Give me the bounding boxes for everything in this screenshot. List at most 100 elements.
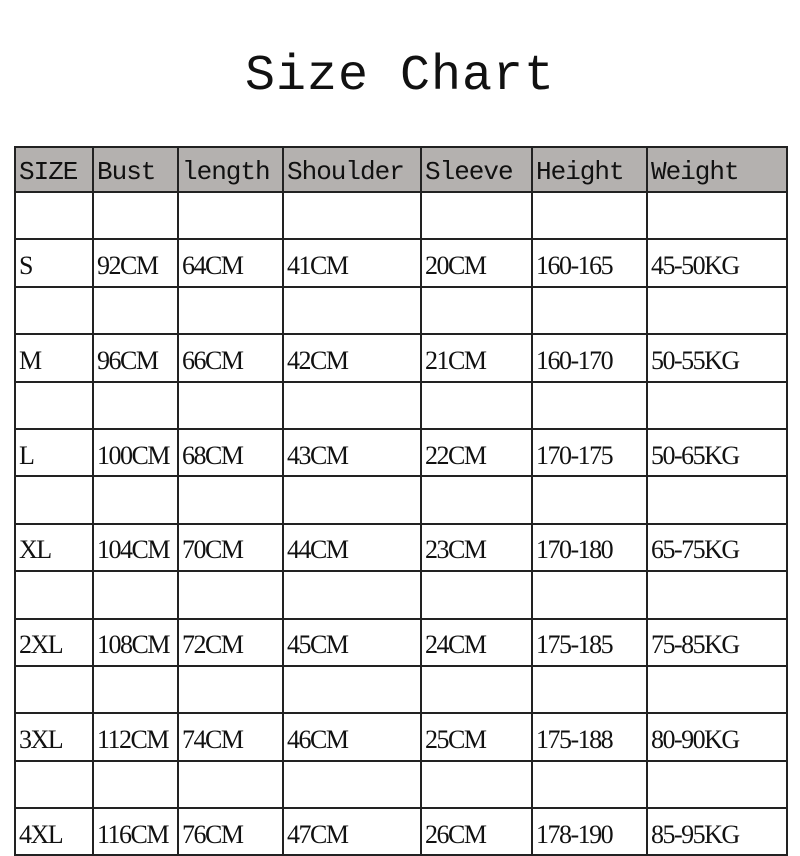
empty-cell xyxy=(177,380,284,430)
cell-bust: 108CM xyxy=(92,617,179,667)
empty-cell xyxy=(92,380,179,430)
column-header-weight: Weight xyxy=(646,146,788,193)
empty-cell xyxy=(646,570,788,620)
column-header-sleeve: Sleeve xyxy=(420,146,533,193)
empty-cell xyxy=(646,475,788,525)
empty-cell xyxy=(531,190,648,241)
cell-bust: 116CM xyxy=(92,807,179,856)
cell-size: S xyxy=(14,238,94,288)
cell-sleeve: 21CM xyxy=(420,333,533,383)
spacer-row xyxy=(14,759,788,810)
cell-shoulder: 47CM xyxy=(282,807,422,856)
cell-height: 178-190 xyxy=(531,807,648,856)
empty-cell xyxy=(92,570,179,620)
empty-cell xyxy=(531,380,648,430)
cell-bust: 112CM xyxy=(92,712,179,762)
empty-cell xyxy=(282,190,422,241)
empty-cell xyxy=(531,664,648,715)
cell-weight: 50-55KG xyxy=(646,333,788,383)
cell-length: 70CM xyxy=(177,522,284,573)
cell-shoulder: 41CM xyxy=(282,238,422,288)
empty-cell xyxy=(282,380,422,430)
spacer-row xyxy=(14,475,788,525)
cell-size: 2XL xyxy=(14,617,94,667)
empty-cell xyxy=(646,759,788,810)
empty-cell xyxy=(177,475,284,525)
empty-cell xyxy=(420,190,533,241)
cell-bust: 92CM xyxy=(92,238,179,288)
cell-weight: 50-65KG xyxy=(646,427,788,478)
column-header-bust: Bust xyxy=(92,146,179,193)
cell-weight: 80-90KG xyxy=(646,712,788,762)
cell-height: 175-188 xyxy=(531,712,648,762)
cell-bust: 104CM xyxy=(92,522,179,573)
column-header-height: Height xyxy=(531,146,648,193)
cell-weight: 45-50KG xyxy=(646,238,788,288)
table-row: 4XL 116CM 76CM 47CM 26CM 178-190 85-95KG xyxy=(14,807,788,856)
empty-cell xyxy=(420,380,533,430)
table-row: 2XL 108CM 72CM 45CM 24CM 175-185 75-85KG xyxy=(14,617,788,667)
cell-size: 4XL xyxy=(14,807,94,856)
empty-cell xyxy=(646,285,788,336)
empty-cell xyxy=(646,664,788,715)
column-header-shoulder: Shoulder xyxy=(282,146,422,193)
cell-length: 68CM xyxy=(177,427,284,478)
empty-cell xyxy=(177,664,284,715)
cell-size: L xyxy=(14,427,94,478)
cell-bust: 100CM xyxy=(92,427,179,478)
empty-cell xyxy=(420,570,533,620)
empty-cell xyxy=(531,475,648,525)
spacer-row xyxy=(14,285,788,336)
empty-cell xyxy=(92,475,179,525)
cell-sleeve: 24CM xyxy=(420,617,533,667)
empty-cell xyxy=(14,380,94,430)
page-title: Size Chart xyxy=(244,48,556,105)
cell-weight: 85-95KG xyxy=(646,807,788,856)
empty-cell xyxy=(177,570,284,620)
empty-cell xyxy=(420,664,533,715)
cell-sleeve: 26CM xyxy=(420,807,533,856)
cell-sleeve: 25CM xyxy=(420,712,533,762)
empty-cell xyxy=(177,285,284,336)
spacer-row xyxy=(14,380,788,430)
table-row: L 100CM 68CM 43CM 22CM 170-175 50-65KG xyxy=(14,427,788,478)
spacer-row xyxy=(14,664,788,715)
cell-length: 72CM xyxy=(177,617,284,667)
column-header-size: SIZE xyxy=(14,146,94,193)
empty-cell xyxy=(92,190,179,241)
table-row: XL 104CM 70CM 44CM 23CM 170-180 65-75KG xyxy=(14,522,788,573)
cell-height: 170-175 xyxy=(531,427,648,478)
cell-height: 170-180 xyxy=(531,522,648,573)
cell-weight: 65-75KG xyxy=(646,522,788,573)
cell-size: 3XL xyxy=(14,712,94,762)
empty-cell xyxy=(282,664,422,715)
cell-size: M xyxy=(14,333,94,383)
empty-cell xyxy=(282,475,422,525)
cell-height: 160-170 xyxy=(531,333,648,383)
column-header-length: length xyxy=(177,146,284,193)
cell-bust: 96CM xyxy=(92,333,179,383)
empty-cell xyxy=(420,759,533,810)
empty-cell xyxy=(282,285,422,336)
cell-length: 76CM xyxy=(177,807,284,856)
table-row: M 96CM 66CM 42CM 21CM 160-170 50-55KG xyxy=(14,333,788,383)
cell-sleeve: 20CM xyxy=(420,238,533,288)
empty-cell xyxy=(646,380,788,430)
cell-sleeve: 23CM xyxy=(420,522,533,573)
empty-cell xyxy=(92,285,179,336)
empty-cell xyxy=(14,570,94,620)
empty-cell xyxy=(177,759,284,810)
empty-cell xyxy=(531,285,648,336)
spacer-row xyxy=(14,570,788,620)
empty-cell xyxy=(92,664,179,715)
cell-length: 74CM xyxy=(177,712,284,762)
empty-cell xyxy=(420,475,533,525)
empty-cell xyxy=(177,190,284,241)
cell-weight: 75-85KG xyxy=(646,617,788,667)
cell-length: 66CM xyxy=(177,333,284,383)
empty-cell xyxy=(14,664,94,715)
empty-cell xyxy=(282,759,422,810)
empty-cell xyxy=(14,475,94,525)
table-row: S 92CM 64CM 41CM 20CM 160-165 45-50KG xyxy=(14,238,788,288)
empty-cell xyxy=(14,285,94,336)
